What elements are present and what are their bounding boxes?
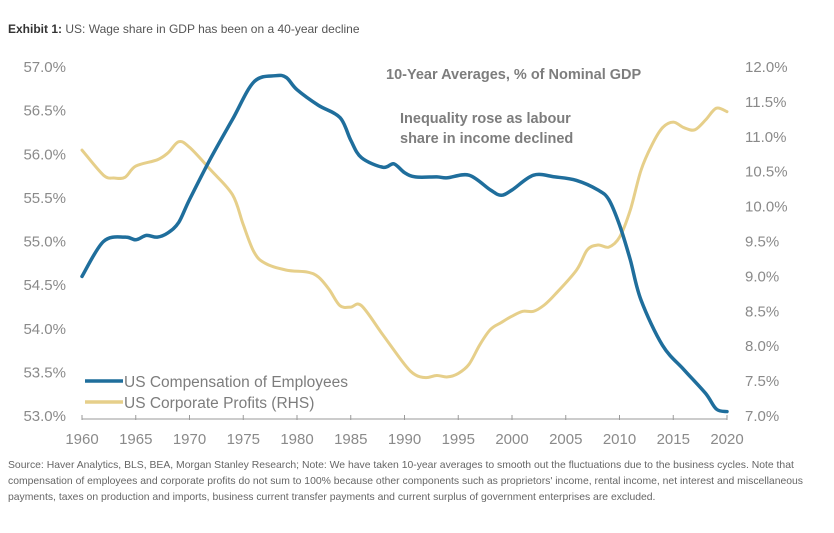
x-tick-label: 2020 — [710, 431, 743, 448]
exhibit-label: Exhibit 1: — [8, 22, 63, 36]
right-y-tick-label: 7.5% — [745, 373, 779, 390]
left-y-axis: 57.0% 56.5% 56.0% 55.5% 55.0% 54.5% 54.0% 53.5%… — [23, 59, 66, 425]
legend: US Compensation of Employees US Corporat… — [85, 374, 348, 412]
x-tick-label: 1970 — [173, 431, 206, 448]
right-y-tick-label: 9.5% — [745, 234, 779, 251]
right-y-tick-label: 11.5% — [745, 94, 786, 111]
left-y-tick-label: 54.0% — [23, 321, 66, 338]
right-y-tick-label: 9.0% — [745, 268, 779, 285]
right-y-tick-label: 10.5% — [745, 164, 788, 181]
right-y-tick-label: 8.5% — [745, 303, 779, 320]
series-line-compensation — [80, 73, 729, 414]
right-y-tick-label: 7.0% — [745, 408, 779, 425]
left-y-tick-label: 55.0% — [23, 234, 66, 251]
series-layer — [80, 73, 729, 414]
chart: 57.0% 56.5% 56.0% 55.5% 55.0% 54.5% 54.0% 53.5%… — [23, 59, 788, 448]
x-tick-label: 2015 — [657, 431, 690, 448]
x-tick-label: 2005 — [549, 431, 582, 448]
legend-label-profits: US Corporate Profits (RHS) — [124, 395, 314, 412]
left-y-tick-label: 56.0% — [23, 146, 66, 163]
left-y-tick-label: 53.5% — [23, 364, 66, 381]
source-footnote: Source: Haver Analytics, BLS, BEA, Morga… — [8, 460, 804, 503]
x-tick-label: 1980 — [280, 431, 313, 448]
left-y-tick-label: 57.0% — [23, 59, 66, 76]
left-y-tick-label: 55.5% — [23, 190, 66, 207]
x-tick-label: 2010 — [603, 431, 636, 448]
legend-label-compensation: US Compensation of Employees — [124, 374, 348, 391]
x-tick-label: 1990 — [388, 431, 421, 448]
chart-subtitle: 10-Year Averages, % of Nominal GDP — [386, 67, 642, 83]
right-y-axis: 12.0% 11.5% 11.0% 10.5% 10.0% 9.5% 9.0% 8.5% 8.0… — [745, 59, 788, 425]
annotation-line-2: share in income declined — [400, 131, 573, 147]
right-y-tick-label: 10.0% — [745, 199, 788, 216]
left-y-tick-label: 54.5% — [23, 277, 66, 294]
x-tick-label: 1995 — [442, 431, 475, 448]
right-y-tick-label: 12.0% — [745, 59, 788, 76]
x-axis: 1960 1965 1970 1975 1980 1985 1990 1995 2000 2005… — [65, 415, 744, 448]
x-tick-label: 1965 — [119, 431, 152, 448]
left-y-tick-label: 53.0% — [23, 408, 66, 425]
right-y-tick-label: 8.0% — [745, 338, 779, 355]
exhibit-title-text: US: Wage share in GDP has been on a 40-y… — [65, 22, 360, 36]
series-line-profits — [80, 106, 729, 380]
x-tick-label: 1985 — [334, 431, 367, 448]
x-tick-label: 2000 — [495, 431, 528, 448]
exhibit-title: Exhibit 1: US: Wage share in GDP has bee… — [8, 22, 360, 36]
x-tick-label: 1960 — [65, 431, 98, 448]
annotation-line-1: Inequality rose as labour — [400, 111, 571, 127]
left-y-tick-label: 56.5% — [23, 103, 66, 120]
x-tick-label: 1975 — [227, 431, 260, 448]
right-y-tick-label: 11.0% — [745, 129, 786, 146]
